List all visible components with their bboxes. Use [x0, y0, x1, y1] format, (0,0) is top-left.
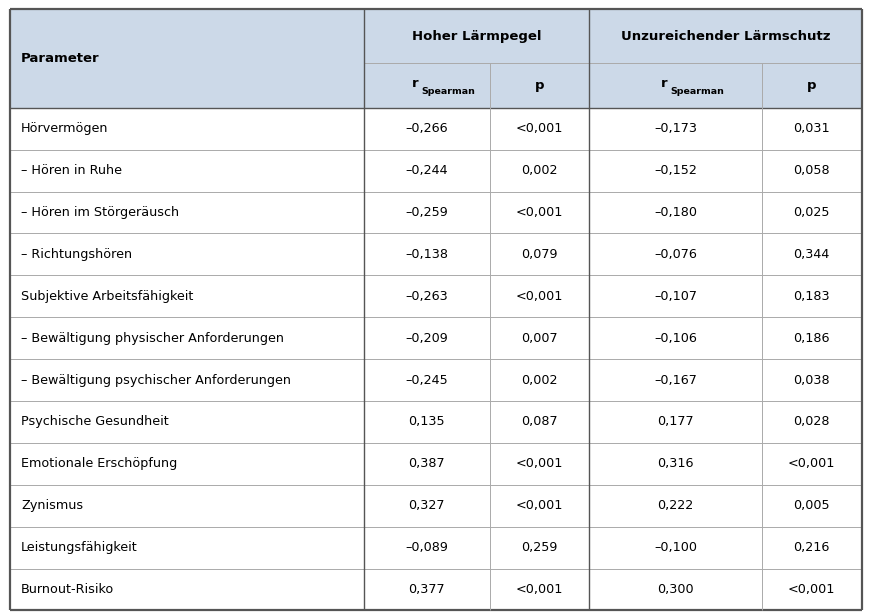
- Text: p: p: [535, 79, 544, 92]
- Text: –0,089: –0,089: [405, 541, 448, 554]
- Text: 0,377: 0,377: [408, 583, 445, 596]
- Text: <0,001: <0,001: [788, 583, 835, 596]
- Text: 0,005: 0,005: [794, 499, 830, 513]
- Text: –0,167: –0,167: [654, 373, 697, 387]
- Text: <0,001: <0,001: [515, 206, 563, 219]
- Text: Zynismus: Zynismus: [21, 499, 83, 513]
- Text: –0,173: –0,173: [654, 122, 697, 136]
- Text: Burnout-Risiko: Burnout-Risiko: [21, 583, 114, 596]
- Text: <0,001: <0,001: [515, 499, 563, 513]
- Text: 0,028: 0,028: [794, 415, 830, 429]
- Text: 0,135: 0,135: [408, 415, 445, 429]
- Text: – Richtungshören: – Richtungshören: [21, 248, 132, 261]
- Text: –0,259: –0,259: [405, 206, 448, 219]
- Text: – Bewältigung psychischer Anforderungen: – Bewältigung psychischer Anforderungen: [21, 373, 291, 387]
- Text: Unzureichender Lärmschutz: Unzureichender Lärmschutz: [621, 30, 830, 43]
- Text: 0,002: 0,002: [521, 373, 558, 387]
- Text: <0,001: <0,001: [515, 583, 563, 596]
- Text: –0,152: –0,152: [654, 164, 697, 177]
- Text: – Bewältigung physischer Anforderungen: – Bewältigung physischer Anforderungen: [21, 331, 284, 345]
- Text: 0,387: 0,387: [408, 457, 445, 471]
- Text: 0,300: 0,300: [657, 583, 694, 596]
- Text: –0,100: –0,100: [654, 541, 697, 554]
- Text: 0,327: 0,327: [408, 499, 445, 513]
- Text: Hoher Lärmpegel: Hoher Lärmpegel: [412, 30, 542, 43]
- Text: –0,076: –0,076: [654, 248, 697, 261]
- Text: Hörvermögen: Hörvermögen: [21, 122, 108, 136]
- Text: 0,007: 0,007: [521, 331, 558, 345]
- Text: 0,002: 0,002: [521, 164, 558, 177]
- Text: –0,209: –0,209: [405, 331, 448, 345]
- Text: 0,344: 0,344: [794, 248, 830, 261]
- Text: –0,138: –0,138: [405, 248, 448, 261]
- Text: –0,244: –0,244: [405, 164, 448, 177]
- Text: Spearman: Spearman: [421, 87, 475, 96]
- Text: 0,031: 0,031: [794, 122, 830, 136]
- Bar: [10, 63, 862, 108]
- Text: $\mathbf{r}$: $\mathbf{r}$: [660, 76, 669, 90]
- Text: –0,266: –0,266: [405, 122, 448, 136]
- Text: <0,001: <0,001: [788, 457, 835, 471]
- Text: – Hören in Ruhe: – Hören in Ruhe: [21, 164, 122, 177]
- Text: Subjektive Arbeitsfähigkeit: Subjektive Arbeitsfähigkeit: [21, 290, 194, 303]
- Text: –0,263: –0,263: [405, 290, 448, 303]
- Text: <0,001: <0,001: [515, 290, 563, 303]
- Text: –0,245: –0,245: [405, 373, 448, 387]
- Text: – Hören im Störgeräusch: – Hören im Störgeräusch: [21, 206, 179, 219]
- Text: Emotionale Erschöpfung: Emotionale Erschöpfung: [21, 457, 177, 471]
- Text: Spearman: Spearman: [671, 87, 725, 96]
- Text: Psychische Gesundheit: Psychische Gesundheit: [21, 415, 168, 429]
- Text: Parameter: Parameter: [21, 52, 99, 65]
- Text: 0,038: 0,038: [794, 373, 830, 387]
- Text: 0,087: 0,087: [521, 415, 558, 429]
- Text: 0,079: 0,079: [521, 248, 558, 261]
- Text: $\mathbf{r}$: $\mathbf{r}$: [412, 76, 419, 90]
- Bar: [10, 9, 862, 63]
- Text: –0,106: –0,106: [654, 331, 697, 345]
- Text: <0,001: <0,001: [515, 457, 563, 471]
- Text: 0,183: 0,183: [794, 290, 830, 303]
- Text: 0,216: 0,216: [794, 541, 830, 554]
- Text: 0,025: 0,025: [794, 206, 830, 219]
- Text: 0,222: 0,222: [657, 499, 694, 513]
- Text: 0,177: 0,177: [657, 415, 694, 429]
- Text: 0,058: 0,058: [794, 164, 830, 177]
- Text: Leistungsfähigkeit: Leistungsfähigkeit: [21, 541, 138, 554]
- Bar: [10, 108, 862, 610]
- Text: –0,107: –0,107: [654, 290, 697, 303]
- Text: p: p: [807, 79, 816, 92]
- Text: 0,186: 0,186: [794, 331, 830, 345]
- Text: 0,316: 0,316: [657, 457, 694, 471]
- Text: 0,259: 0,259: [521, 541, 557, 554]
- Text: <0,001: <0,001: [515, 122, 563, 136]
- Text: –0,180: –0,180: [654, 206, 697, 219]
